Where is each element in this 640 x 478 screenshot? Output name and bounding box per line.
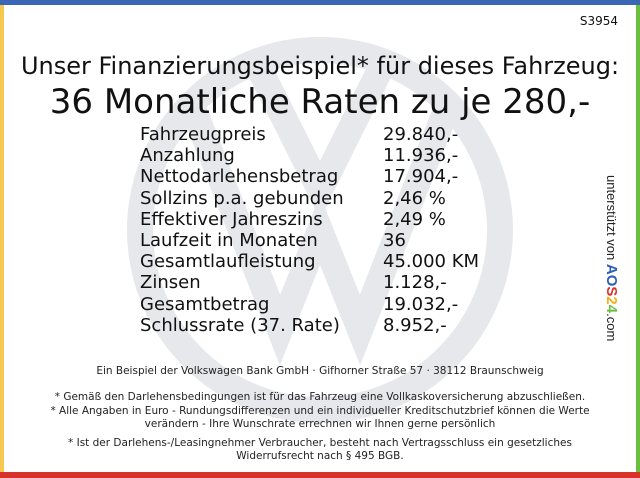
left-border (0, 5, 4, 473)
table-row: Anzahlung 11.936,- (140, 145, 479, 166)
table-row: Nettodarlehensbetrag 17.904,- (140, 166, 479, 187)
sponsor-suffix: .com (604, 313, 619, 342)
row-value: 2,46 % (383, 187, 446, 209)
table-row: Effektiver Jahreszins 2,49 % (140, 209, 479, 230)
row-label: Fahrzeugpreis (140, 124, 266, 145)
row-value: 11.936,- (383, 145, 459, 167)
aos24-letter: S (603, 286, 620, 297)
aos24-letter: O (603, 274, 620, 287)
row-label: Zinsen (140, 272, 201, 294)
aos24-letter: 4 (603, 304, 620, 314)
footnote-insurance: * Gemäß den Darlehensbedingungen ist für… (54, 391, 586, 403)
table-row: Schlussrate (37. Rate) 8.952,- (140, 315, 479, 336)
row-label: Effektiver Jahreszins (140, 208, 323, 230)
table-row: Gesamtlaufleistung 45.000 KM (140, 251, 479, 272)
footnote-withdrawal: * Ist der Darlehens-/Leasingnehmer Verbr… (68, 437, 572, 462)
headline: Unser Finanzierungsbeispiel* für dieses … (20, 52, 620, 80)
table-row: Sollzins p.a. gebunden 2,46 % (140, 188, 479, 209)
row-label: Sollzins p.a. gebunden (140, 187, 344, 209)
footnote-rounding: * Alle Angaben in Euro - Rundungsdiffere… (50, 405, 590, 430)
bank-note: Ein Beispiel der Volkswagen Bank GmbH · … (96, 365, 544, 377)
ad-code: S3954 (579, 14, 618, 28)
row-value: 17.904,- (383, 166, 459, 188)
table-row: Fahrzeugpreis 29.840,- (140, 124, 479, 145)
row-label: Laufzeit in Monaten (140, 229, 318, 251)
right-border (636, 5, 640, 473)
row-label: Schlussrate (37. Rate) (140, 314, 340, 336)
top-border (0, 0, 640, 5)
sponsor-prefix: unterstützt von (604, 175, 619, 264)
row-label: Anzahlung (140, 145, 235, 167)
bottom-border (0, 472, 640, 478)
subheadline: 36 Monatliche Raten zu je 280,- (49, 82, 591, 122)
row-label: Gesamtlaufleistung (140, 251, 316, 273)
row-label: Nettodarlehensbetrag (140, 166, 339, 188)
sponsor-text: unterstützt von AOS24.com (603, 175, 620, 341)
vw-logo-watermark (127, 37, 513, 423)
financing-table: Fahrzeugpreis 29.840,- Anzahlung 11.936,- Ne… (140, 124, 479, 336)
table-row: Gesamtbetrag 19.032,- (140, 294, 479, 315)
aos24-logo: AOS24 (603, 263, 620, 314)
row-value: 29.840,- (383, 124, 459, 145)
row-value: 45.000 KM (383, 251, 480, 273)
row-value: 19.032,- (383, 293, 459, 315)
row-label: Gesamtbetrag (140, 293, 270, 315)
aos24-letter: 2 (603, 296, 620, 305)
aos24-letter: A (603, 263, 620, 275)
row-value: 2,49 % (383, 208, 446, 230)
row-value: 8.952,- (383, 314, 447, 336)
row-value: 36 (383, 229, 406, 251)
table-row: Laufzeit in Monaten 36 (140, 230, 479, 251)
row-value: 1.128,- (383, 272, 447, 294)
table-row: Zinsen 1.128,- (140, 272, 479, 293)
